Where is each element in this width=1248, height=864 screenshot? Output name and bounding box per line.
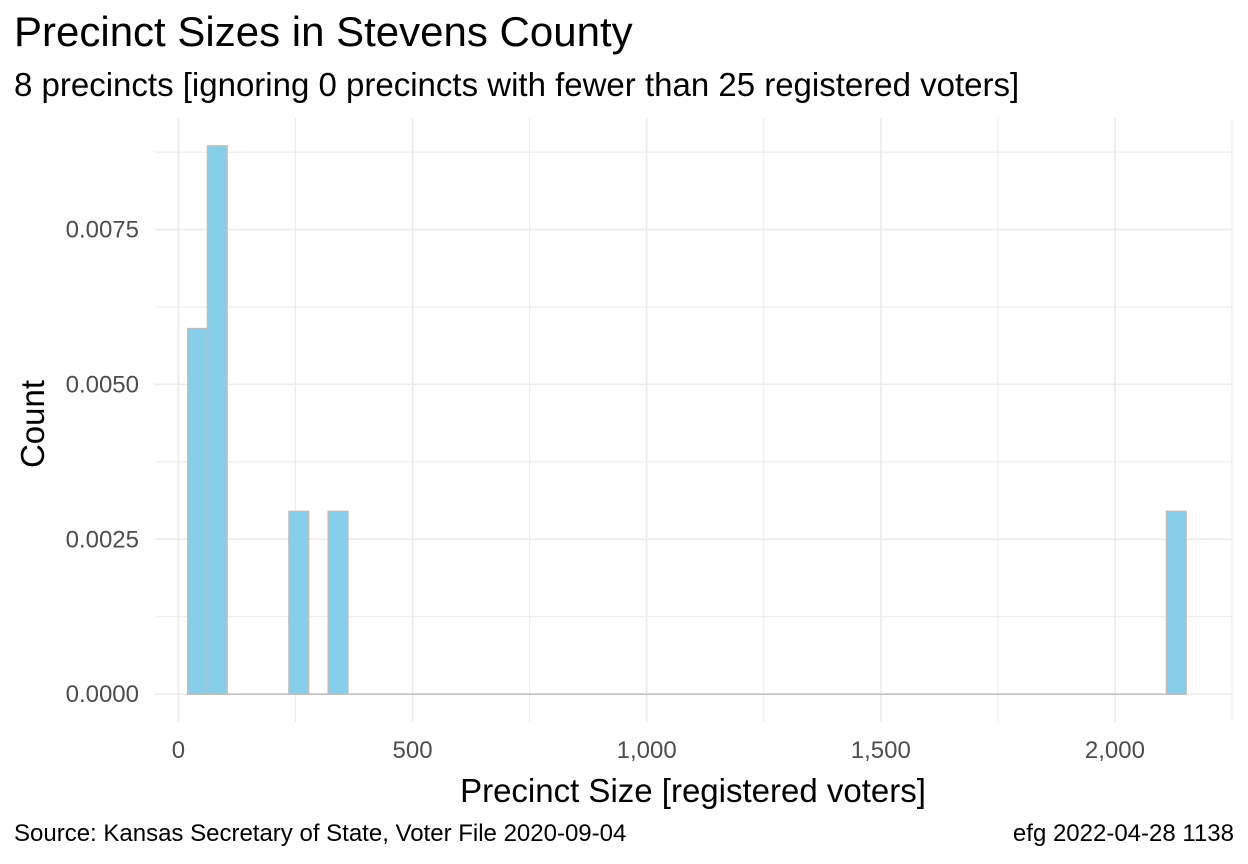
- histogram-bar: [187, 327, 209, 695]
- histogram-bar: [288, 510, 310, 695]
- chart-subtitle: 8 precincts [ignoring 0 precincts with f…: [14, 66, 1020, 103]
- chart-title: Precinct Sizes in Stevens County: [14, 8, 633, 55]
- histogram-bar: [206, 145, 228, 695]
- histogram-bar: [1165, 510, 1187, 695]
- y-tick-label: 0.0025: [66, 526, 139, 553]
- grid-minor: [155, 118, 1233, 722]
- x-tick-label: 1,500: [851, 737, 911, 764]
- y-axis-title: Count: [14, 380, 51, 468]
- histogram-bars: [187, 145, 1187, 695]
- x-axis-title: Precinct Size [registered voters]: [460, 772, 926, 809]
- source-caption: Source: Kansas Secretary of State, Voter…: [14, 820, 627, 847]
- x-tick-label: 500: [393, 737, 433, 764]
- credit-caption: efg 2022-04-28 1138: [1012, 820, 1234, 847]
- y-tick-label: 0.0075: [66, 217, 139, 244]
- x-axis-ticks: 0 500 1,000 1,500 2,000: [172, 737, 1145, 764]
- y-tick-label: 0.0000: [66, 681, 139, 708]
- x-tick-label: 0: [172, 737, 185, 764]
- x-tick-label: 2,000: [1085, 737, 1145, 764]
- histogram-bar: [327, 510, 349, 695]
- y-axis-ticks: 0.0000 0.0025 0.0050 0.0075: [66, 217, 139, 709]
- y-tick-label: 0.0050: [66, 371, 139, 398]
- grid-major: [155, 118, 1232, 722]
- x-tick-label: 1,000: [617, 737, 677, 764]
